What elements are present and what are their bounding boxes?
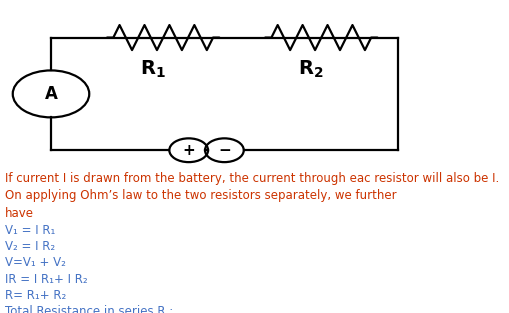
Text: R= R₁+ R₂: R= R₁+ R₂ [5,289,66,302]
Text: V₁ = I R₁: V₁ = I R₁ [5,224,55,237]
Text: $\mathbf{R_2}$: $\mathbf{R_2}$ [298,58,323,80]
Text: +: + [182,143,195,158]
Text: V=V₁ + V₂: V=V₁ + V₂ [5,256,66,269]
Text: −: − [218,143,231,158]
Text: If current I is drawn from the battery, the current through eac resistor will al: If current I is drawn from the battery, … [5,172,498,185]
Text: IR = I R₁+ I R₂: IR = I R₁+ I R₂ [5,273,88,286]
Text: Total Resistance in series R :: Total Resistance in series R : [5,305,173,313]
Text: have: have [5,207,34,220]
Text: On applying Ohm’s law to the two resistors separately, we further: On applying Ohm’s law to the two resisto… [5,189,396,203]
Text: A: A [44,85,58,103]
Text: $\mathbf{R_1}$: $\mathbf{R_1}$ [140,58,165,80]
Text: V₂ = I R₂: V₂ = I R₂ [5,240,55,253]
